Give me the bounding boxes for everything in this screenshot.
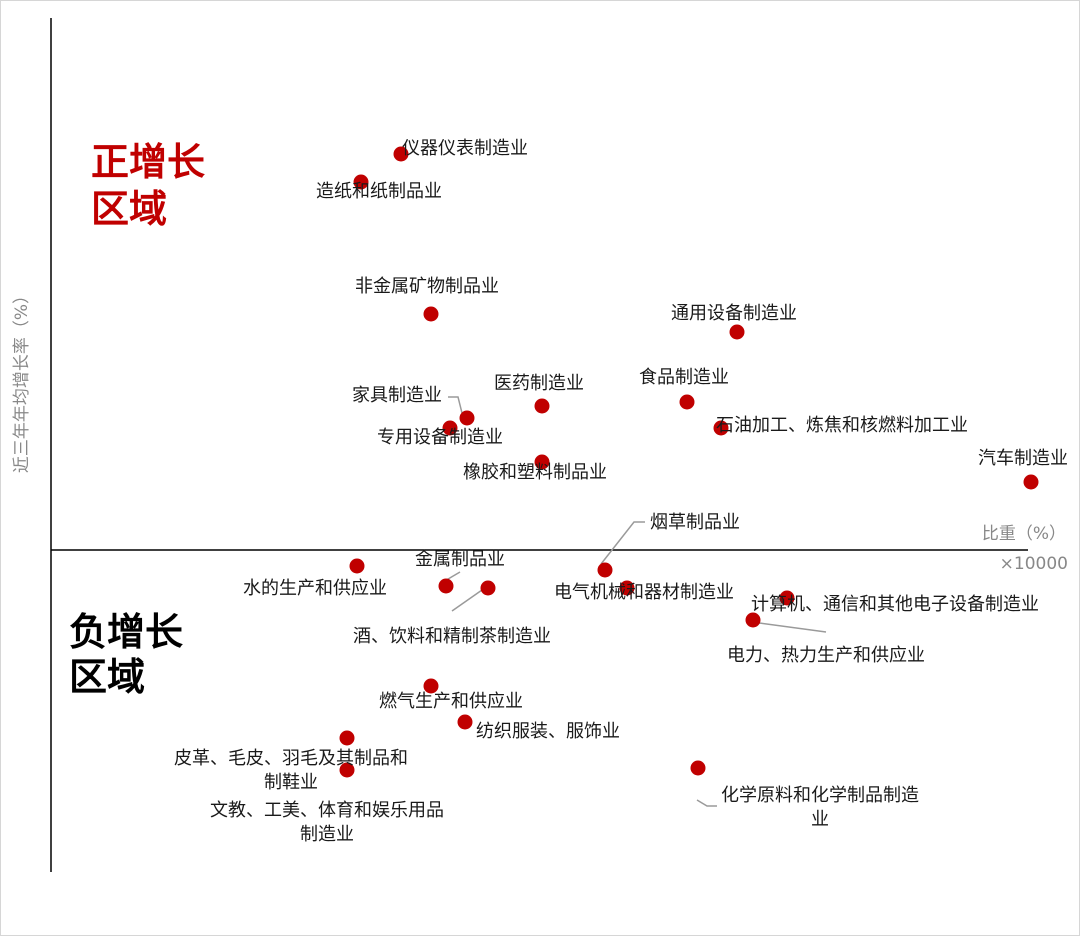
- point-21-marker: [339, 730, 355, 746]
- point-6-label: 专用设备制造业: [377, 427, 503, 448]
- point-18-label: 电力、热力生产和供应业: [727, 645, 925, 666]
- point-16-marker: [619, 580, 635, 596]
- point-15-marker: [480, 580, 496, 596]
- point-7-marker: [534, 398, 550, 414]
- point-17-marker: [779, 590, 795, 606]
- point-17-label: 计算机、通信和其他电子设备制造业: [751, 594, 1039, 615]
- point-20-label: 纺织服装、服饰业: [476, 721, 620, 742]
- point-7-label: 医药制造业: [494, 373, 584, 394]
- point-21-label-line1: 皮革、毛皮、羽毛及其制品和: [174, 748, 408, 769]
- point-10-marker: [534, 454, 550, 470]
- point-20-marker: [457, 714, 473, 730]
- point-3-marker: [423, 306, 439, 322]
- x-axis-title: 比重（%）: [982, 524, 1066, 544]
- point-4-marker: [729, 324, 745, 340]
- point-11-marker: [1023, 474, 1039, 490]
- point-12-label: 烟草制品业: [650, 512, 740, 533]
- point-12-leader-line: [600, 521, 645, 565]
- point-23-marker: [690, 760, 706, 776]
- point-18-leader-line: [751, 621, 827, 633]
- point-11-label: 汽车制造业: [978, 448, 1068, 469]
- point-16-label: 电气机械和器材制造业: [554, 582, 734, 603]
- point-labels: 仪器仪表制造业造纸和纸制品业非金属矿物制品业通用设备制造业家具制造业专用设备制造…: [174, 138, 1068, 845]
- point-13-label: 水的生产和供应业: [243, 578, 387, 599]
- point-19-marker: [423, 678, 439, 694]
- point-6-marker: [442, 420, 458, 436]
- point-10-label: 橡胶和塑料制品业: [463, 462, 607, 483]
- data-points: [339, 146, 1039, 778]
- point-5-marker: [459, 410, 475, 426]
- point-18-marker: [745, 612, 761, 628]
- point-3-label: 非金属矿物制品业: [355, 276, 499, 297]
- x-axis-scale-note: ×10000: [1000, 554, 1068, 574]
- point-5-leader-line: [448, 396, 463, 414]
- point-19-label: 燃气生产和供应业: [379, 691, 523, 712]
- point-9-marker: [713, 420, 729, 436]
- point-8-label: 食品制造业: [639, 367, 729, 388]
- point-8-marker: [679, 394, 695, 410]
- positive-region-label-line1: 正增长: [91, 140, 205, 184]
- point-15-leader-line: [451, 589, 483, 612]
- point-23-label-line2: 业: [811, 809, 829, 830]
- point-12-marker: [597, 562, 613, 578]
- point-23-label-line1: 化学原料和化学制品制造: [721, 785, 919, 806]
- negative-region-label-line2: 区域: [69, 655, 145, 699]
- point-22-label-line1: 文教、工美、体育和娱乐用品: [210, 800, 444, 821]
- point-23-leader-line: [696, 799, 717, 807]
- point-22-marker: [339, 762, 355, 778]
- point-1-marker: [393, 146, 409, 162]
- point-21-label-line2: 制鞋业: [264, 772, 318, 793]
- point-2-label: 造纸和纸制品业: [316, 181, 442, 202]
- point-1-label: 仪器仪表制造业: [402, 138, 528, 159]
- y-axis-title: 近三年年均增长率（%）: [12, 287, 32, 473]
- point-14-label: 金属制品业: [415, 549, 505, 570]
- positive-region-label-line2: 区域: [91, 187, 167, 231]
- point-13-marker: [349, 558, 365, 574]
- point-22-label-line2: 制造业: [300, 824, 354, 845]
- point-14-marker: [438, 578, 454, 594]
- point-9-label: 石油加工、炼焦和核燃料加工业: [716, 415, 968, 436]
- point-15-label: 酒、饮料和精制茶制造业: [353, 626, 551, 647]
- point-5-label: 家具制造业: [352, 385, 442, 406]
- point-4-label: 通用设备制造业: [671, 303, 797, 324]
- negative-region-label-line1: 负增长: [69, 610, 183, 654]
- point-2-marker: [353, 174, 369, 190]
